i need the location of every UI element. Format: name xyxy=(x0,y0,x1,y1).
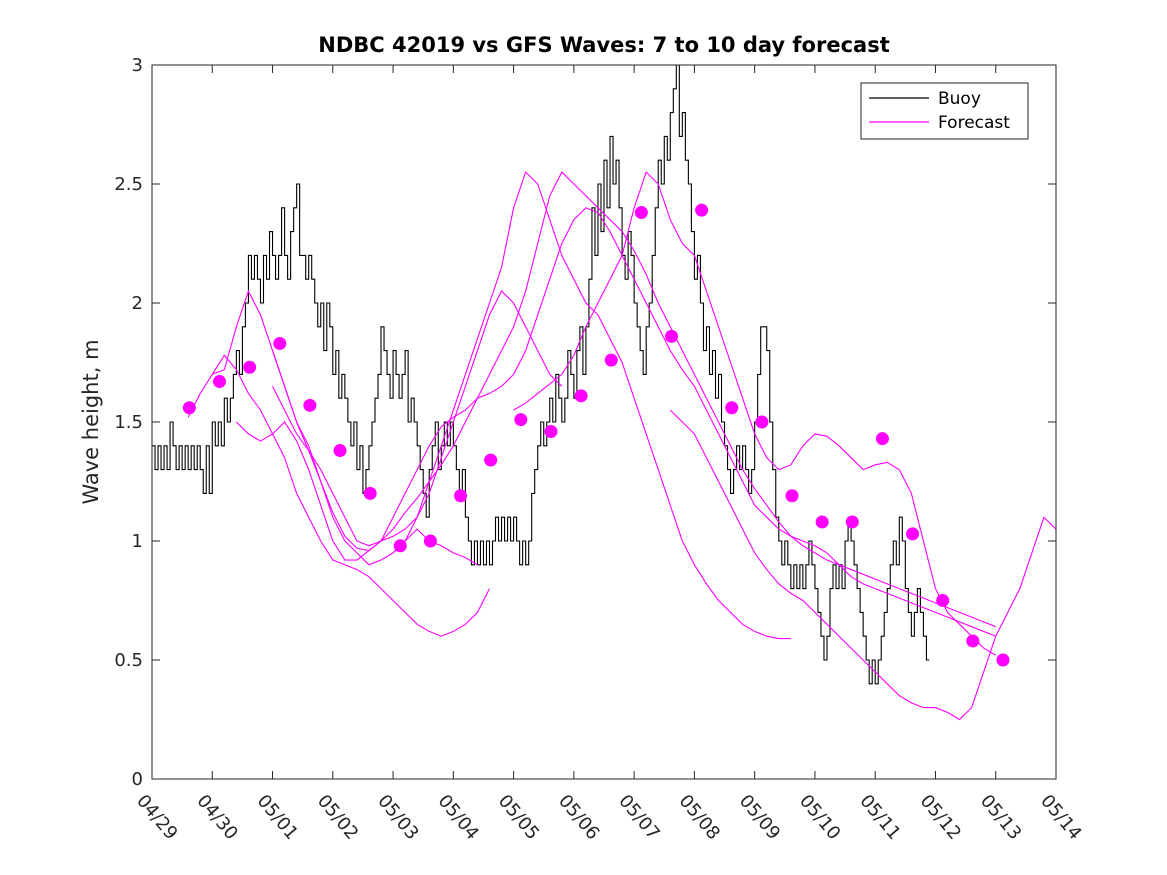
forecast-marker xyxy=(484,453,498,467)
y-axis-label: Wave height, m xyxy=(79,339,103,504)
forecast-run-line-5 xyxy=(272,171,996,628)
legend-box xyxy=(860,82,1029,140)
y-tick-label: 0.5 xyxy=(114,650,143,671)
chart-title: NDBC 42019 vs GFS Waves: 7 to 10 day for… xyxy=(318,33,889,57)
forecast-marker xyxy=(303,398,317,412)
forecast-marker xyxy=(966,634,980,648)
y-tick-label: 1.5 xyxy=(114,412,143,433)
forecast-marker xyxy=(454,489,468,503)
forecast-marker xyxy=(333,444,347,458)
legend-forecast-label: Forecast xyxy=(938,113,1010,133)
y-tick-label: 1 xyxy=(132,531,143,552)
forecast-marker xyxy=(273,336,287,350)
forecast-marker xyxy=(544,425,558,439)
y-tick-label: 2.5 xyxy=(114,174,143,195)
y-axis: 0 0.5 1 1.5 2 2.5 3 xyxy=(114,55,1056,790)
forecast-marker xyxy=(815,515,829,529)
forecast-marker xyxy=(393,539,407,553)
plot-area xyxy=(152,64,1057,721)
y-tick-label: 3 xyxy=(132,55,143,76)
forecast-run-line-6 xyxy=(392,171,791,640)
forecast-run-line-7 xyxy=(513,171,997,656)
forecast-run-line-1 xyxy=(187,354,490,637)
forecast-marker xyxy=(634,206,648,220)
forecast-marker xyxy=(695,203,709,217)
forecast-marker xyxy=(243,360,257,374)
forecast-marker xyxy=(574,389,588,403)
forecast-marker xyxy=(996,653,1010,667)
forecast-marker xyxy=(755,415,769,429)
forecast-marker xyxy=(936,594,950,607)
legend-buoy-label: Buoy xyxy=(938,89,981,109)
forecast-marker xyxy=(363,486,377,500)
forecast-marker xyxy=(906,527,920,541)
y-tick-label: 0 xyxy=(132,769,143,790)
forecast-marker xyxy=(845,515,859,529)
forecast-marker xyxy=(875,432,889,446)
forecast-marker xyxy=(423,534,437,548)
forecast-marker xyxy=(213,375,226,389)
forecast-marker xyxy=(725,401,739,415)
forecast-marker xyxy=(604,353,618,367)
y-tick-label: 2 xyxy=(132,293,143,314)
buoy-series-line xyxy=(152,64,930,685)
forecast-marker xyxy=(182,401,196,415)
legend: Buoy Forecast xyxy=(860,82,1029,140)
forecast-run-line-4 xyxy=(272,207,996,637)
forecast-marker xyxy=(785,489,799,503)
forecast-marker xyxy=(514,413,528,427)
forecast-run-line-8 xyxy=(669,409,1057,721)
forecast-marker xyxy=(665,329,678,343)
forecast-run-line-3 xyxy=(235,290,563,561)
